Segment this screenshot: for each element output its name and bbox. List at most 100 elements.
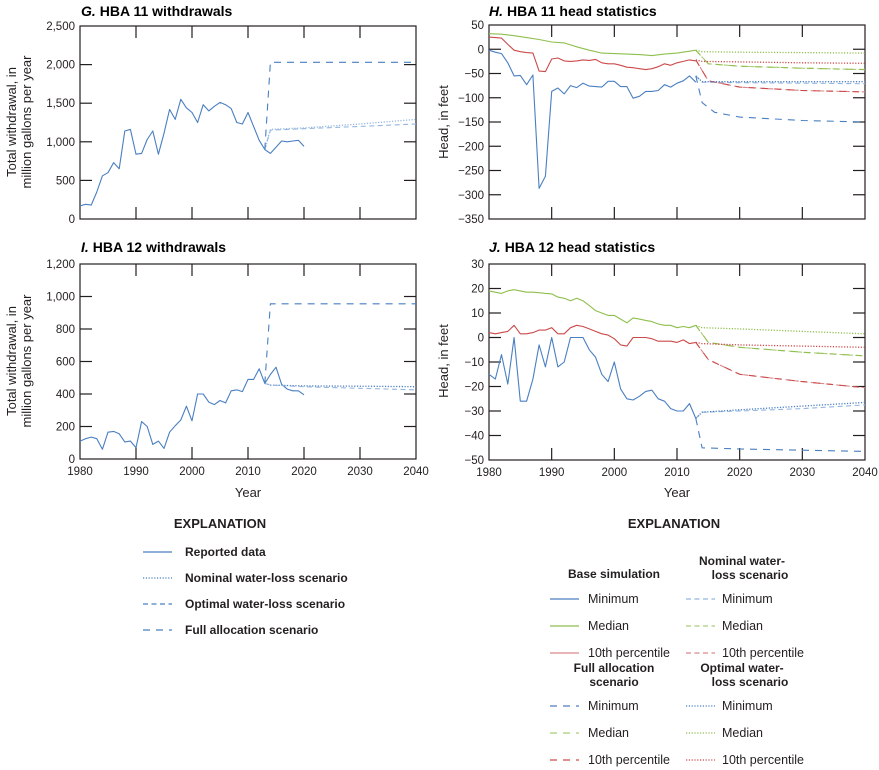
x-tick-label: 2040 (403, 466, 429, 478)
legend-item-label: Minimum (722, 592, 773, 606)
x-tick-label: 2020 (291, 466, 317, 478)
legend-item-label: Optimal water-loss scenario (185, 597, 345, 611)
x-tick-label: 1990 (539, 467, 565, 479)
chart-g-title: G. HBA 11 withdrawals (81, 3, 233, 19)
chart-j-ylabel: Head, in feet (436, 324, 451, 398)
series-full-allocation-scenario (264, 303, 416, 384)
y-tick-label: −50 (464, 69, 484, 81)
chart-i-xlabel: Year (235, 485, 262, 500)
legend-group: Nominal water-loss scenario Minimum Median… (686, 554, 804, 660)
chart-g-ylabel-line2: million gallons per year (19, 55, 34, 189)
y-tick-label: 0 (478, 333, 484, 345)
x-tick-label: 2030 (347, 466, 373, 478)
series-base-simulation-minimum (488, 49, 697, 189)
x-tick-label: 1980 (67, 466, 93, 478)
series-nominal-10th-percentile (695, 59, 866, 93)
legend-group: Base simulation Minimum Median 10th percent… (550, 567, 670, 660)
chart-h-title: H. HBA 11 head statistics (489, 3, 657, 19)
series-full-allocation-10th-percentile (695, 342, 866, 389)
y-tick-label: 0 (69, 214, 75, 226)
series-optimal-median (695, 324, 866, 335)
series-full-allocation-scenario (264, 61, 416, 150)
legend-group-heading: Base simulation (568, 567, 660, 581)
y-tick-label: 800 (56, 324, 75, 336)
y-tick-label: 0 (69, 454, 75, 466)
legend-left-title: EXPLANATION (174, 516, 266, 531)
y-tick-label: −300 (458, 190, 484, 202)
series-optimal-10th-percentile (695, 59, 866, 64)
x-tick-label: 2040 (852, 467, 878, 479)
series-full-allocation-median (695, 324, 866, 357)
plot-frame (488, 24, 866, 220)
y-tick-label: 50 (471, 20, 484, 32)
chart-h: −350 −300 −250 −200 −150 −100 −50 0 50 (458, 20, 866, 226)
series-nominal-median (695, 49, 866, 71)
chart-j-title: J. HBA 12 head statistics (489, 239, 655, 255)
series-base-simulation-median (488, 33, 696, 57)
series-reported-data (79, 366, 305, 450)
y-tick-label: −30 (464, 406, 484, 418)
legend-item-label: Median (722, 619, 763, 633)
series-optimal-10th-percentile (695, 341, 866, 348)
legend-right-title: EXPLANATION (628, 516, 720, 531)
x-tick-label: 2030 (790, 467, 816, 479)
series-base-simulation-median (488, 289, 696, 329)
y-tick-label: 10 (471, 308, 484, 320)
legend-item-label: Minimum (588, 699, 639, 713)
x-tick-label: 2010 (664, 467, 690, 479)
chart-h-ylabel: Head, in feet (436, 85, 451, 159)
y-tick-label: 30 (471, 259, 484, 271)
chart-i-title: I. HBA 12 withdrawals (81, 239, 226, 255)
legend-item-label: Median (588, 726, 629, 740)
series-full-allocation-median (695, 49, 866, 71)
series-full-allocation-minimum (695, 418, 866, 452)
series-nominal-water-loss-scenario (264, 118, 417, 150)
legend-item-label: Full allocation scenario (185, 623, 318, 637)
legend-item-label: Minimum (588, 592, 639, 606)
series-reported-data (79, 98, 305, 207)
legend-group-heading: loss scenario (712, 568, 789, 582)
legend-item-label: 10th percentile (588, 753, 670, 767)
y-tick-label: −40 (464, 431, 484, 443)
y-tick-label: 1,000 (46, 137, 75, 149)
legend-item-label: 10th percentile (722, 753, 804, 767)
legend-item-label: Nominal water-loss scenario (185, 571, 348, 585)
series-full-allocation-minimum (695, 75, 866, 123)
series-base-simulation-10th-percentile (488, 324, 696, 347)
y-tick-label: 1,000 (46, 292, 75, 304)
legend-group-heading: Nominal water- (699, 554, 785, 568)
x-tick-label: 2000 (602, 467, 628, 479)
series-nominal-minimum (695, 75, 866, 85)
series-optimal-minimum (695, 75, 865, 83)
y-tick-label: 20 (471, 284, 484, 296)
y-tick-label: 2,000 (46, 60, 75, 72)
chart-g: 0 500 1,000 1,500 2,000 2,500 (46, 21, 417, 226)
y-tick-label: 2,500 (46, 21, 75, 33)
series-nominal-10th-percentile (695, 342, 866, 389)
series-optimal-median (695, 49, 866, 54)
chart-i: 0 200 400 600 800 1,000 1,200 1980 1990 2000 2010 2… (46, 259, 429, 478)
y-tick-label: 400 (56, 389, 75, 401)
legend-item-label: Median (722, 726, 763, 740)
y-tick-label: −20 (464, 382, 484, 394)
chart-i-ylabel-line1: Total withdrawal, in (4, 306, 19, 416)
legend-group-heading: Full allocation (574, 661, 655, 675)
y-tick-label: 0 (478, 44, 484, 56)
y-tick-label: −250 (458, 166, 484, 178)
series-optimal-minimum (695, 401, 866, 419)
chart-g-ylabel-line1: Total withdrawal, in (4, 67, 19, 177)
x-tick-label: 2010 (235, 466, 261, 478)
series-nominal-water-loss-scenario (264, 382, 417, 388)
series-full-allocation-10th-percentile (695, 59, 866, 93)
x-tick-label: 1980 (476, 467, 502, 479)
y-tick-label: 1,500 (46, 98, 75, 110)
series-base-simulation-10th-percentile (488, 36, 696, 73)
legend-group: Optimal water-loss scenario Minimum Median… (686, 661, 804, 767)
y-tick-label: −150 (458, 117, 484, 129)
y-tick-label: 500 (56, 175, 75, 187)
legend-item-label: 10th percentile (588, 646, 670, 660)
y-tick-label: 1,200 (46, 259, 75, 271)
